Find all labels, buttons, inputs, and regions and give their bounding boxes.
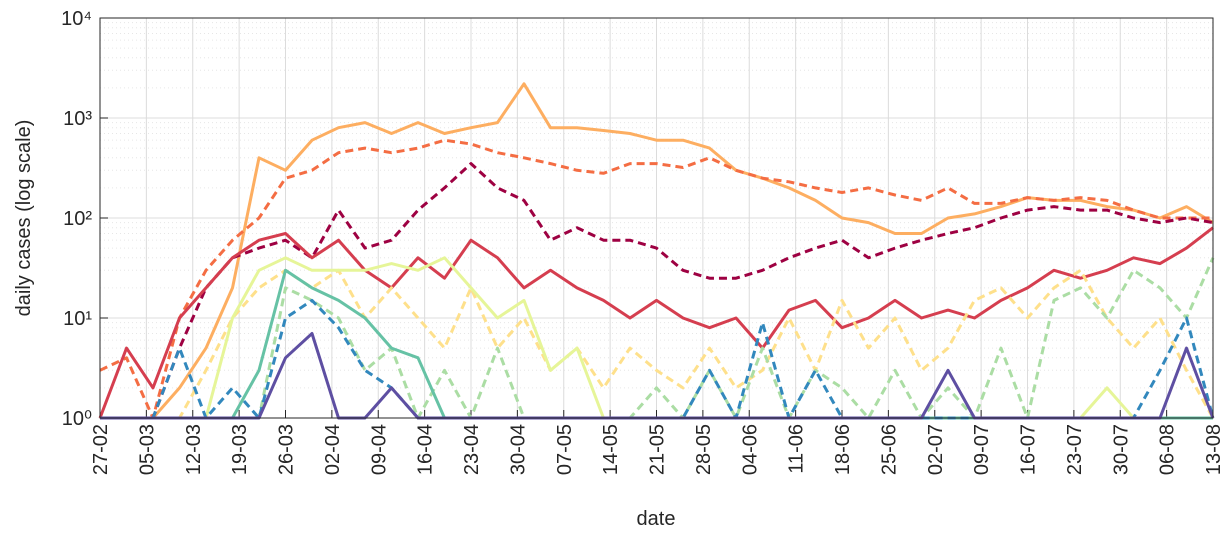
x-tick-label: 06-08 xyxy=(1157,424,1179,475)
y-tick-label: 10³ xyxy=(63,108,92,130)
y-tick-label: 10⁴ xyxy=(61,8,92,30)
series-line xyxy=(100,162,1214,420)
y-axis-label: daily cases (log scale) xyxy=(13,120,35,317)
y-tick-label: 10¹ xyxy=(63,308,92,330)
y-tick-label: 10⁰ xyxy=(62,408,92,430)
x-axis-label: date xyxy=(637,508,676,530)
x-tick-label: 05-03 xyxy=(136,424,158,475)
x-tick-label: 18-06 xyxy=(832,424,854,475)
x-tick-label: 27-02 xyxy=(90,424,112,475)
x-tick-label: 07-05 xyxy=(554,424,576,475)
x-tick-label: 16-07 xyxy=(1018,424,1040,475)
x-tick-label: 21-05 xyxy=(647,424,669,475)
x-tick-label: 02-07 xyxy=(925,424,947,475)
y-tick-label: 10² xyxy=(63,208,92,230)
x-tick-label: 12-03 xyxy=(183,424,205,475)
x-tick-label: 23-07 xyxy=(1064,424,1086,475)
series-line xyxy=(98,226,1214,419)
x-tick-label: 14-05 xyxy=(600,424,622,475)
x-tick-label: 09-07 xyxy=(971,424,993,475)
x-tick-label: 13-08 xyxy=(1203,424,1225,475)
x-tick-label: 09-04 xyxy=(368,424,390,475)
x-tick-label: 11-06 xyxy=(786,424,808,474)
series-line xyxy=(99,138,1213,420)
series-line xyxy=(100,257,1215,420)
x-tick-label: 02-04 xyxy=(322,424,344,475)
x-tick-label: 26-03 xyxy=(276,424,298,475)
x-tick-label: 23-04 xyxy=(461,424,483,475)
x-tick-label: 25-06 xyxy=(878,424,900,475)
plot-frame xyxy=(99,17,1214,419)
x-tick-label: 30-04 xyxy=(507,424,529,475)
x-tick-label: 28-05 xyxy=(693,424,715,475)
x-tick-label: 30-07 xyxy=(1110,424,1132,475)
x-tick-label: 19-03 xyxy=(229,424,251,475)
x-tick-label: 04-06 xyxy=(739,424,761,475)
x-tick-label: 16-04 xyxy=(415,424,437,475)
